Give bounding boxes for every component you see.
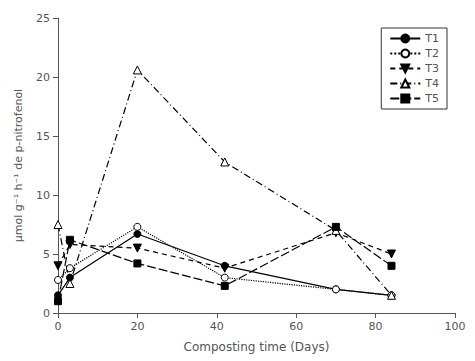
svg-text:0: 0 xyxy=(43,307,50,320)
svg-text:15: 15 xyxy=(36,130,50,143)
svg-text:60: 60 xyxy=(289,320,303,333)
svg-text:20: 20 xyxy=(36,71,50,84)
svg-text:T3: T3 xyxy=(424,62,439,75)
svg-text:10: 10 xyxy=(36,189,50,202)
svg-text:100: 100 xyxy=(445,320,466,333)
svg-text:T4: T4 xyxy=(424,77,439,90)
svg-text:T1: T1 xyxy=(424,32,439,45)
svg-text:T2: T2 xyxy=(424,47,439,60)
svg-text:40: 40 xyxy=(210,320,224,333)
svg-text:0: 0 xyxy=(55,320,62,333)
svg-text:25: 25 xyxy=(36,12,50,25)
svg-text:T5: T5 xyxy=(424,92,439,105)
svg-text:Composting time (Days): Composting time (Days) xyxy=(184,340,330,354)
svg-text:20: 20 xyxy=(130,320,144,333)
svg-text:5: 5 xyxy=(43,248,50,261)
svg-text:80: 80 xyxy=(369,320,383,333)
svg-text:μmol g⁻¹ h⁻¹ de p-nitrofenol: μmol g⁻¹ h⁻¹ de p-nitrofenol xyxy=(12,89,25,242)
